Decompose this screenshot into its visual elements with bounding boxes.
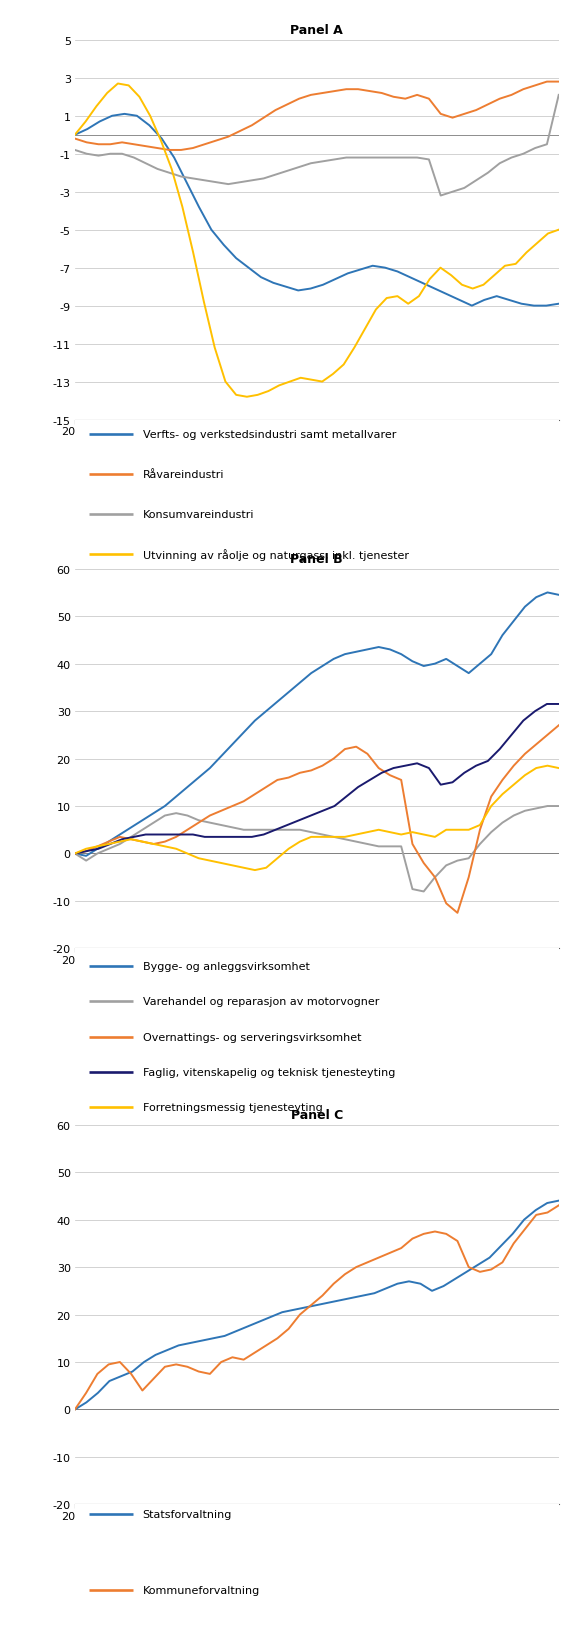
Title: Panel B: Panel B: [290, 552, 343, 565]
Text: Statsforvaltning: Statsforvaltning: [143, 1510, 232, 1519]
Text: Bygge- og anleggsvirksomhet: Bygge- og anleggsvirksomhet: [143, 961, 309, 971]
Text: Kommuneforvaltning: Kommuneforvaltning: [143, 1585, 260, 1594]
Text: Faglig, vitenskapelig og teknisk tjenesteyting: Faglig, vitenskapelig og teknisk tjenest…: [143, 1067, 395, 1077]
Text: Verfts- og verkstedsindustri samt metallvarer: Verfts- og verkstedsindustri samt metall…: [143, 431, 396, 441]
Text: Konsumvareindustri: Konsumvareindustri: [143, 509, 254, 519]
Text: Forretningsmessig tjenesteyting: Forretningsmessig tjenesteyting: [143, 1102, 323, 1113]
Text: Varehandel og reparasjon av motorvogner: Varehandel og reparasjon av motorvogner: [143, 997, 379, 1007]
Title: Panel A: Panel A: [290, 24, 343, 38]
Text: Utvinning av råolje og naturgass, inkl. tjenester: Utvinning av råolje og naturgass, inkl. …: [143, 548, 408, 560]
Text: Råvareindustri: Råvareindustri: [143, 470, 224, 480]
Text: Overnattings- og serveringsvirksomhet: Overnattings- og serveringsvirksomhet: [143, 1031, 361, 1041]
Title: Panel C: Panel C: [291, 1108, 343, 1121]
